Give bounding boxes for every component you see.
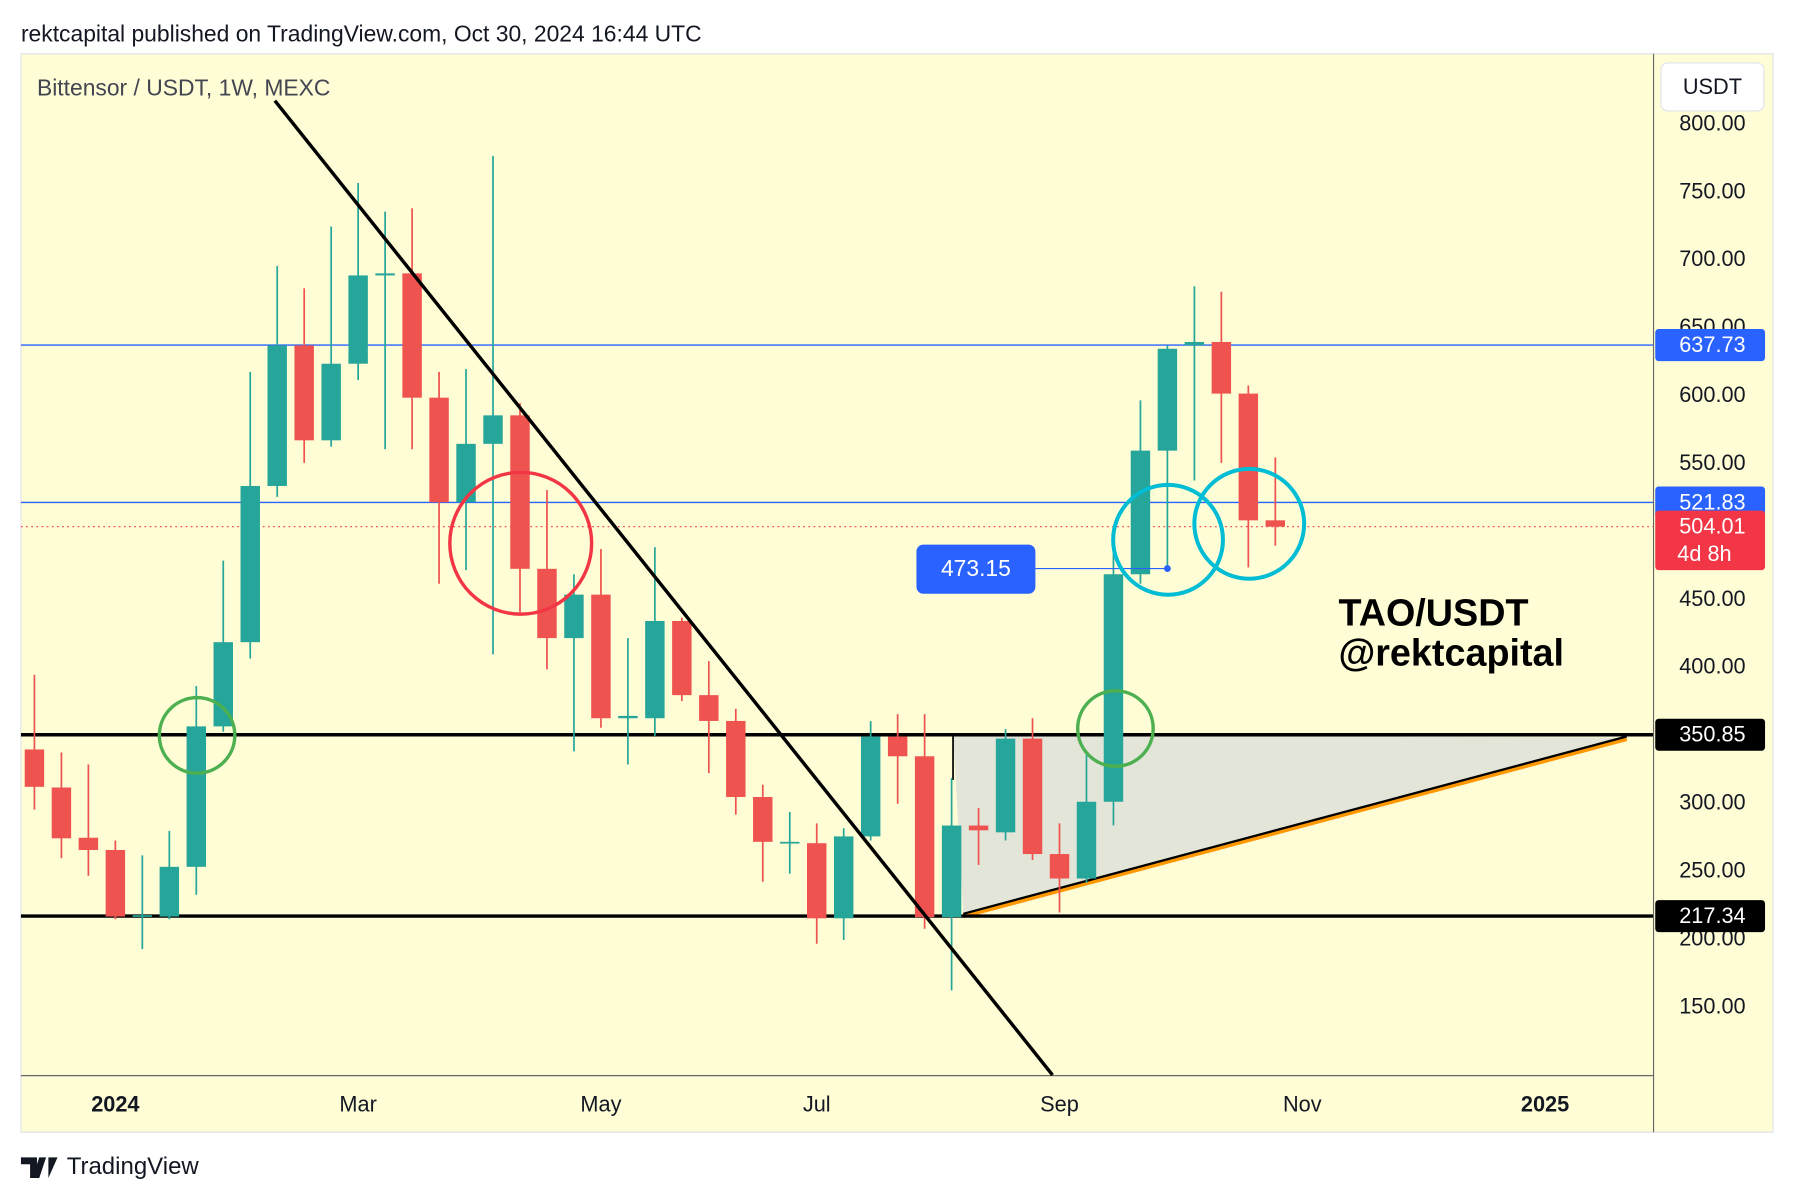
x-tick-label: Mar [339, 1092, 376, 1117]
publish-header: rektcapital published on TradingView.com… [21, 21, 702, 47]
highlight-circle [448, 470, 594, 616]
candle-body [726, 720, 746, 798]
x-tick-label: 2024 [91, 1092, 139, 1117]
watermark: TAO/USDT [1338, 591, 1528, 633]
candle-body [1022, 738, 1043, 855]
candle-body [941, 825, 962, 918]
y-tick-label: 600.00 [1679, 382, 1745, 407]
x-tick-label: May [580, 1092, 621, 1117]
highlight-circle [1075, 689, 1155, 768]
chart-title: Bittensor / USDT, 1W, MEXC [37, 74, 330, 100]
candle-body [537, 568, 557, 639]
highlight-circle [157, 695, 237, 775]
price-badge [1655, 510, 1766, 571]
highlight-circle [1192, 466, 1307, 581]
candle-body [807, 843, 827, 919]
price-badge-label: 350.85 [1679, 722, 1745, 747]
y-tick-label: 550.00 [1679, 450, 1745, 475]
candle-body [1157, 348, 1178, 451]
price-badge [1655, 329, 1766, 362]
candle-body [618, 715, 638, 719]
candle-body [968, 825, 989, 831]
candle-body [753, 797, 773, 842]
candle-body [24, 749, 45, 787]
highlight-circle [1111, 482, 1225, 597]
price-badge-label: 521.83 [1679, 489, 1745, 514]
candle-body [1238, 393, 1259, 521]
y-tick-label: 750.00 [1679, 178, 1745, 203]
price-badge [1655, 900, 1766, 933]
candle-body [429, 397, 449, 503]
candle-body [1265, 520, 1286, 527]
logo-icon [20, 1157, 58, 1178]
currency-button[interactable] [1660, 62, 1765, 112]
candle-body [483, 415, 503, 444]
candle-body [510, 415, 530, 569]
candle-body [105, 849, 126, 917]
candle-body [564, 594, 584, 639]
candle-body [267, 345, 287, 486]
x-tick-label: Sep [1040, 1092, 1079, 1117]
price-badge-label: 504.01 [1679, 514, 1745, 539]
x-tick-label: Nov [1283, 1092, 1322, 1117]
currency-label[interactable]: USDT [1683, 74, 1742, 99]
support-trendline [963, 735, 1627, 915]
candle-body [51, 787, 72, 839]
candle-body [456, 443, 476, 503]
x-tick-label: Jul [803, 1092, 831, 1117]
y-tick-label: 700.00 [1679, 246, 1745, 271]
candle-body [159, 866, 180, 917]
y-tick-label: 800.00 [1679, 110, 1745, 135]
y-tick-label: 250.00 [1679, 857, 1745, 882]
candle-body [860, 736, 881, 837]
candle-body [833, 836, 854, 919]
candle-body [78, 837, 99, 850]
logo-text: TradingView [67, 1153, 200, 1180]
support-trendline [962, 736, 1628, 919]
marker-dot [1163, 565, 1171, 573]
price-badge [1655, 718, 1766, 751]
tradingview-logo: TradingView [20, 1153, 200, 1180]
candle-body [672, 620, 692, 696]
candle-body [699, 695, 719, 721]
y-tick-label: 400.00 [1679, 654, 1745, 679]
candle-body [645, 620, 665, 719]
candle-body [348, 275, 368, 364]
price-badge [1655, 486, 1766, 519]
candle-body [1076, 801, 1097, 879]
candle-body [1130, 450, 1151, 575]
candle-body [887, 736, 908, 757]
y-tick-label: 150.00 [1679, 993, 1745, 1018]
price-badge-label: 217.34 [1679, 903, 1745, 928]
candle-body [1211, 341, 1232, 394]
countdown-label: 4d 8h [1677, 541, 1731, 566]
candle-body [591, 594, 611, 719]
candle-body [294, 345, 314, 441]
candle-body [1184, 341, 1205, 346]
candle-body [995, 738, 1016, 833]
y-tick-label: 450.00 [1679, 586, 1745, 611]
watermark: @rektcapital [1338, 631, 1564, 673]
candle-body [402, 273, 422, 398]
candle-body [780, 841, 800, 844]
candle-body [375, 273, 395, 276]
candle-body [186, 726, 207, 867]
candle-body [240, 485, 260, 643]
x-tick-label: 2025 [1521, 1092, 1569, 1117]
candle-body [321, 363, 341, 441]
chart-panel [20, 53, 1774, 1133]
y-tick-label: 300.00 [1679, 790, 1745, 815]
candle-body [914, 756, 935, 918]
candle-body [132, 915, 153, 917]
candle-body [1049, 854, 1070, 879]
price-badge-label: 637.73 [1679, 332, 1745, 357]
resistance-trendline [273, 99, 1054, 1077]
marker-label: 473.15 [941, 555, 1011, 581]
candle-body [1103, 574, 1124, 802]
marker-badge [916, 544, 1036, 594]
